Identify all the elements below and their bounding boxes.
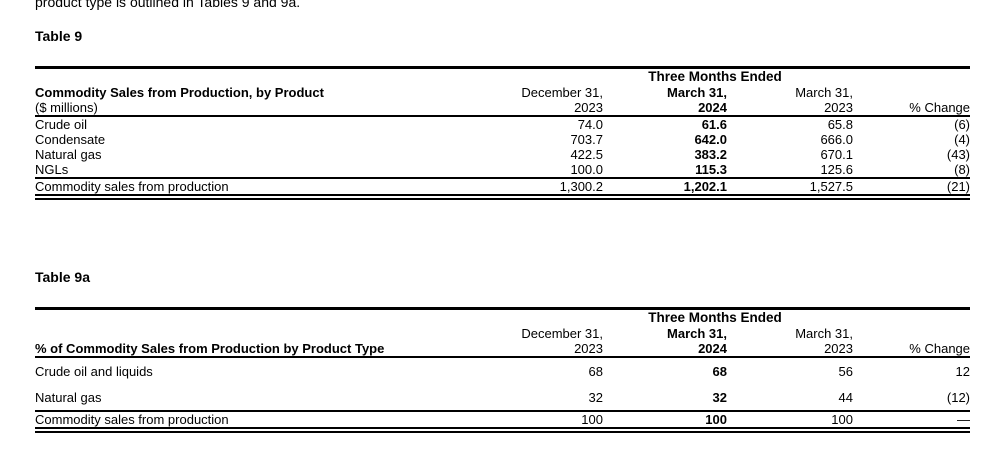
value-cell: 670.1 — [820, 147, 853, 162]
value-cell: (43) — [946, 147, 971, 162]
total-value-cell: 1,202.1 — [603, 177, 727, 194]
value-cell: 68 — [588, 364, 603, 379]
span-header-row: Three Months Ended — [35, 68, 970, 86]
value-cell: 32 — [712, 390, 727, 405]
value-cell: 642.0 — [694, 132, 727, 147]
column-header-line2: % Change — [909, 341, 971, 356]
column-header-line2: 2023 — [824, 341, 853, 356]
table-row: NGLs 100.0 115.3 125.6 (8) — [35, 162, 970, 178]
column-header-line2: 2023 — [824, 100, 853, 115]
column-header-cell: December 31, 2023 — [460, 326, 603, 358]
column-header-row: Commodity Sales from Production, by Prod… — [35, 85, 971, 117]
total-value-cell: 1,300.2 — [460, 177, 603, 194]
value-cell: 74.0 — [577, 117, 603, 132]
column-header-line1: March 31, — [667, 85, 727, 100]
financial-table: Three Months Ended % of Commodity Sales f… — [35, 307, 971, 427]
value-cell: (4) — [954, 132, 971, 147]
total-row: Commodity sales from production 1,300.2 1,… — [35, 177, 971, 194]
total-value-cell: 100 — [603, 410, 727, 427]
total-row: Commodity sales from production 100 100 100… — [35, 410, 971, 427]
table-9a-container: Three Months Ended % of Commodity Sales f… — [35, 307, 971, 433]
value-cell: 32 — [588, 390, 603, 405]
table-row: Condensate 703.7 642.0 666.0 (4) — [35, 132, 970, 147]
column-header-line1: December 31, — [521, 85, 603, 100]
row-label-cell: Natural gas — [35, 390, 102, 405]
total-value-cell: 100 — [460, 410, 603, 427]
value-cell: 68 — [712, 364, 727, 379]
table-row: Crude oil and liquids 68 68 56 12 — [35, 357, 970, 384]
row-header-line2: ($ millions) — [35, 100, 98, 115]
row-label-cell: Condensate — [35, 132, 106, 147]
row-header-cell: Commodity Sales from Production, by Prod… — [35, 85, 460, 117]
column-header-cell: % Change — [853, 326, 971, 358]
value-cell: 100.0 — [570, 162, 603, 177]
total-label-cell: Commodity sales from production — [35, 177, 460, 194]
column-header-cell: March 31, 2024 — [603, 85, 727, 117]
value-cell: 115.3 — [695, 162, 727, 177]
column-header-cell: % Change — [853, 85, 971, 117]
value-cell: 56 — [838, 364, 853, 379]
financial-table: Three Months Ended Commodity Sales from P… — [35, 66, 971, 194]
value-cell: 44 — [838, 390, 853, 405]
column-header-line1: March 31, — [795, 85, 853, 100]
double-rule — [35, 427, 970, 433]
table-row: Crude oil 74.0 61.6 65.8 (6) — [35, 116, 970, 132]
table-row: Natural gas 422.5 383.2 670.1 (43) — [35, 147, 970, 162]
total-value-cell: 100 — [727, 410, 853, 427]
column-header-line1: March 31, — [795, 326, 853, 341]
row-header-line1: Commodity Sales from Production, by Prod… — [35, 85, 324, 100]
value-cell: (6) — [954, 117, 971, 132]
value-cell: 703.7 — [570, 132, 603, 147]
total-value-cell: — — [853, 410, 971, 427]
value-cell: 666.0 — [820, 132, 853, 147]
value-cell: 383.2 — [694, 147, 727, 162]
row-label-cell: Crude oil — [35, 117, 88, 132]
value-cell: 65.8 — [827, 117, 853, 132]
column-header-line2: 2024 — [698, 100, 727, 115]
three-months-ended-header: Three Months Ended — [648, 69, 782, 84]
table-row: Natural gas 32 32 44 (12) — [35, 384, 970, 411]
column-header-cell: March 31, 2024 — [603, 326, 727, 358]
column-header-cell: March 31, 2023 — [727, 326, 853, 358]
column-header-line2: % Change — [909, 100, 971, 115]
total-label-cell: Commodity sales from production — [35, 410, 460, 427]
column-header-line2: 2024 — [698, 341, 727, 356]
value-cell: 12 — [955, 364, 971, 379]
row-label-cell: NGLs — [35, 162, 69, 177]
table-9-title: Table 9 — [35, 28, 83, 44]
column-header-line1: March 31, — [667, 326, 727, 341]
total-value-cell: 1,527.5 — [727, 177, 853, 194]
table-9-container: Three Months Ended Commodity Sales from P… — [35, 66, 971, 200]
row-header-cell: % of Commodity Sales from Production by … — [35, 326, 460, 358]
intro-text: product type is outlined in Tables 9 and… — [35, 0, 301, 10]
three-months-ended-header: Three Months Ended — [648, 310, 782, 325]
row-header-line1: % of Commodity Sales from Production by … — [35, 341, 385, 356]
column-header-line2: 2023 — [574, 100, 603, 115]
column-header-cell: December 31, 2023 — [460, 85, 603, 117]
value-cell: 422.5 — [570, 147, 603, 162]
value-cell: 61.6 — [701, 117, 727, 132]
table-9a-block: Table 9a Three Months Ended % of Commodit… — [35, 269, 971, 433]
double-rule — [35, 194, 970, 200]
value-cell: (12) — [946, 390, 971, 405]
column-header-row: % of Commodity Sales from Production by … — [35, 326, 971, 358]
column-header-line1: December 31, — [521, 326, 603, 341]
row-label-cell: Crude oil and liquids — [35, 364, 153, 379]
column-header-cell: March 31, 2023 — [727, 85, 853, 117]
value-cell: (8) — [954, 162, 971, 177]
total-value-cell: (21) — [853, 177, 971, 194]
table-9a-title: Table 9a — [35, 269, 90, 285]
table-9-block: Table 9 Three Months Ended Commodity Sale… — [35, 28, 971, 200]
spacer-cell — [35, 309, 460, 327]
span-header-row: Three Months Ended — [35, 309, 970, 327]
value-cell: 125.6 — [820, 162, 853, 177]
spacer-cell — [35, 68, 460, 86]
column-header-line2: 2023 — [574, 341, 603, 356]
row-label-cell: Natural gas — [35, 147, 102, 162]
